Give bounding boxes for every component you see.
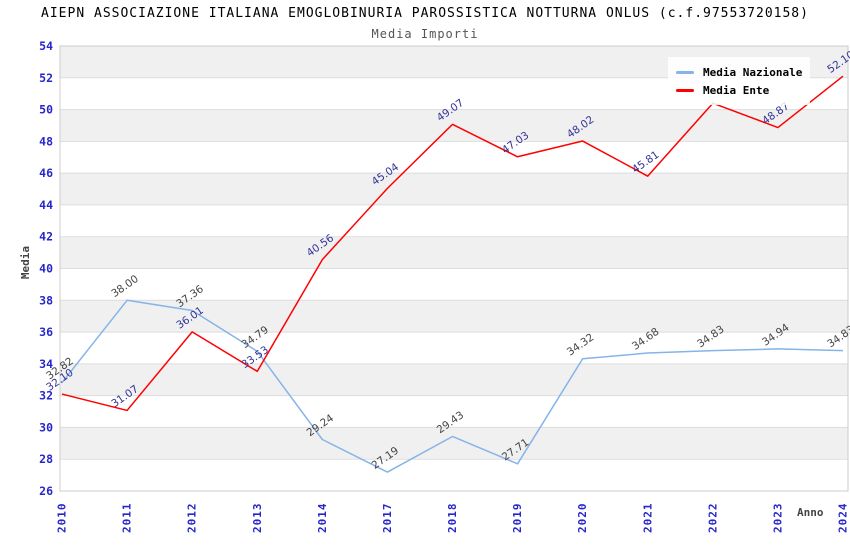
legend-label-nazionale: Media Nazionale: [703, 65, 803, 79]
x-tick-label: 2023: [771, 503, 784, 534]
x-tick-label: 2021: [641, 503, 654, 534]
y-tick-label: 54: [39, 39, 53, 53]
x-tick-label: 2017: [381, 503, 394, 534]
y-tick-label: 28: [39, 452, 53, 466]
y-tick-label: 38: [39, 293, 53, 307]
legend-swatch-ente-icon: [676, 88, 694, 92]
x-tick-label: 2018: [446, 503, 459, 534]
plot-band: [60, 173, 848, 205]
chart-title: AIEPN ASSOCIAZIONE ITALIANA EMOGLOBINURI…: [41, 6, 809, 21]
x-tick-label: 2019: [511, 503, 524, 534]
series-line-media-nazionale: [61, 299, 844, 473]
x-tick-label: 2011: [121, 503, 134, 534]
plot-border: [59, 45, 849, 492]
legend: Media Nazionale Media Ente: [668, 57, 810, 105]
y-tick-label: 44: [39, 198, 53, 212]
y-tick-label: 52: [39, 71, 53, 85]
legend-item-media-ente: Media Ente: [676, 81, 810, 99]
plot-band: [60, 236, 848, 269]
x-tick-label: 2024: [837, 503, 850, 534]
y-tick-label: 36: [39, 325, 53, 339]
data-label: 45.81: [630, 149, 662, 176]
x-tick-label: 2014: [316, 503, 329, 534]
plot-band: [60, 300, 848, 333]
data-label: 34.32: [565, 331, 597, 358]
legend-label-ente: Media Ente: [703, 83, 770, 97]
x-tick-label: 2020: [576, 503, 589, 534]
plot-band: [60, 427, 848, 460]
x-tick-label: 2022: [706, 503, 719, 534]
y-tick-label: 26: [39, 484, 53, 498]
y-tick-label: 32: [39, 389, 53, 403]
x-axis-title: Anno: [797, 506, 824, 519]
y-tick-label: 42: [39, 230, 53, 244]
legend-item-media-nazionale: Media Nazionale: [676, 63, 810, 81]
x-tick-label: 2010: [56, 503, 69, 534]
y-tick-label: 40: [39, 262, 53, 276]
y-tick-label: 30: [39, 420, 53, 434]
y-tick-label: 50: [39, 103, 53, 117]
legend-swatch-nazionale-icon: [676, 70, 694, 74]
y-tick-label: 34: [39, 357, 53, 371]
y-tick-label: 46: [39, 166, 53, 180]
x-tick-label: 2012: [186, 503, 199, 534]
chart-subtitle: Media Importi: [371, 27, 479, 41]
plot-band: [60, 363, 848, 396]
y-tick-label: 48: [39, 134, 53, 148]
y-axis-title: Media: [19, 245, 33, 280]
x-tick-label: 2013: [251, 503, 264, 534]
data-label: 38.00: [109, 273, 141, 300]
